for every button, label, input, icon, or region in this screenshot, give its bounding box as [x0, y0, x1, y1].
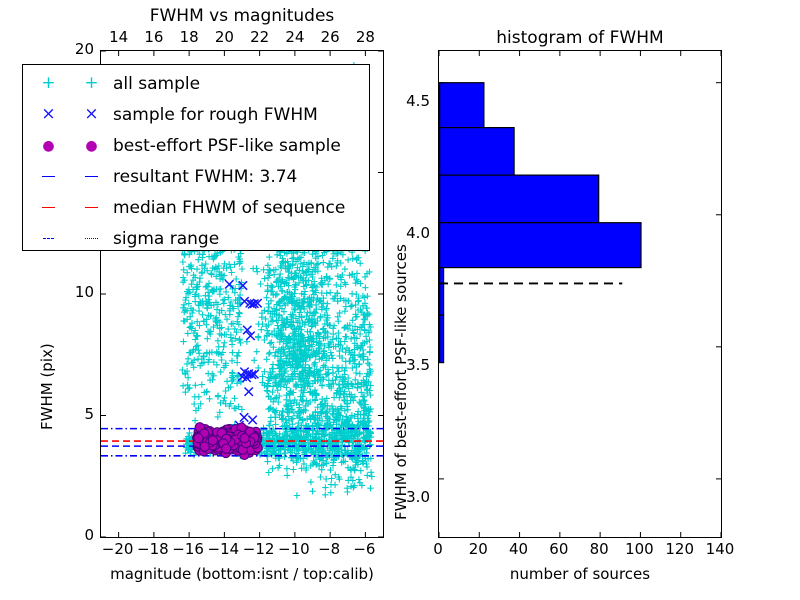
- right-y-tick-label: 3.5: [406, 355, 430, 374]
- right-x-tick-label: 100: [625, 540, 654, 558]
- left-top-tick-label: 26: [320, 28, 340, 46]
- histogram-bar: [439, 82, 485, 129]
- right-panel-x-tick-labels: 0 20 40 60 80 100 120 140: [420, 540, 740, 560]
- left-bottom-tick-label: −14: [207, 540, 240, 558]
- left-y-tick-label: 10: [74, 283, 94, 301]
- legend-item: × × sample for rough FWHM: [27, 99, 369, 130]
- left-top-tick-label: 24: [285, 28, 305, 46]
- legend-item: sigma range: [27, 223, 369, 254]
- legend-item: + + all sample: [27, 68, 369, 99]
- cross-marker-icon: ×: [84, 104, 99, 124]
- left-y-tick-label: 0: [84, 526, 94, 544]
- right-panel-xlabel: number of sources: [509, 565, 651, 583]
- legend: + + all sample × × sample for rough FWHM ● ● bes…: [22, 64, 370, 251]
- right-y-tick-label: 4.5: [406, 91, 430, 110]
- left-bottom-tick-label: −12: [242, 540, 275, 558]
- left-top-tick-label: 22: [250, 28, 270, 46]
- left-panel-xlabel: magnitude (bottom:isnt / top:calib): [110, 565, 374, 583]
- legend-item-label: sigma range: [113, 228, 220, 249]
- left-y-tick-label: 5: [84, 404, 94, 423]
- legend-item-label: best-effort PSF-like sample: [113, 135, 341, 156]
- right-x-tick-label: 20: [468, 540, 488, 558]
- left-bottom-tick-label: −6: [353, 540, 376, 558]
- right-x-tick-label: 120: [665, 540, 695, 558]
- left-top-tick-label: 20: [214, 28, 234, 46]
- right-y-tick-label: 4.0: [406, 223, 430, 242]
- right-x-tick-label: 80: [589, 540, 609, 558]
- legend-item: ● ● best-effort PSF-like sample: [27, 130, 369, 161]
- legend-item-label: sample for rough FWHM: [113, 104, 318, 125]
- legend-item-label: resultant FWHM: 3.74: [113, 166, 298, 187]
- right-y-tick-label: 3.0: [406, 487, 430, 506]
- right-panel-title: histogram of FWHM: [496, 28, 664, 48]
- left-y-tick-label: 20: [74, 40, 94, 58]
- histogram-bar: [439, 174, 600, 224]
- legend-item: resultant FWHM: 3.74: [27, 161, 369, 192]
- plus-marker-icon: +: [41, 73, 56, 93]
- histogram-bar: [439, 267, 445, 316]
- right-x-tick-label: 60: [549, 540, 569, 558]
- right-panel-y-tick-labels: 3.0 3.5 4.0 4.5: [398, 60, 434, 540]
- left-panel-title: FWHM vs magnitudes: [149, 6, 335, 26]
- left-bottom-tick-label: −10: [278, 540, 310, 558]
- plus-marker-icon: +: [84, 73, 99, 93]
- left-bottom-tick-label: −18: [137, 540, 169, 558]
- left-top-tick-label: 28: [355, 28, 375, 46]
- dashed-line-icon: [42, 176, 55, 177]
- circle-marker-icon: ●: [42, 137, 55, 154]
- left-bottom-tick-label: −8: [318, 540, 341, 558]
- histogram-bar: [439, 314, 445, 364]
- right-panel-ylabel: FWHM of best-effort PSF-like sources: [392, 244, 410, 520]
- right-x-tick-label: 40: [509, 540, 529, 558]
- circle-marker-icon: ●: [85, 137, 98, 154]
- histogram-bar: [439, 222, 642, 269]
- right-panel-plot-frame: [438, 50, 722, 538]
- cross-marker-icon: ×: [41, 104, 56, 124]
- left-bottom-tick-label: −16: [172, 540, 204, 558]
- left-bottom-tick-label: −20: [101, 540, 134, 558]
- right-x-tick-label: 140: [705, 540, 735, 558]
- dashdot-line-icon: [84, 238, 98, 239]
- dashed-line-icon: [42, 207, 55, 208]
- dashed-line-icon: [85, 207, 98, 208]
- left-top-tick-label: 18: [179, 28, 199, 46]
- scatter-plot-area: [101, 51, 383, 537]
- legend-item: median FHWM of sequence: [27, 192, 369, 223]
- left-top-tick-label: 16: [144, 28, 164, 46]
- histogram-bars: [439, 82, 642, 364]
- dashed-line-icon: [85, 176, 98, 177]
- histogram-plot-area: [439, 51, 721, 537]
- left-panel-top-tick-labels: 14 16 18 20 22 24 26 28: [100, 28, 384, 48]
- left-panel-x-tick-labels: −20 −18 −16 −14 −12 −10 −8 −6: [85, 540, 400, 560]
- legend-item-label: median FHWM of sequence: [113, 197, 346, 218]
- left-panel-y-tick-labels: 0 5 10 20: [60, 40, 98, 544]
- left-panel-plot-frame: [100, 50, 384, 538]
- legend-item-label: all sample: [113, 73, 201, 94]
- dashdot-line-icon: [42, 238, 54, 239]
- right-x-tick-label: 0: [433, 540, 443, 558]
- left-top-tick-label: 14: [109, 28, 129, 46]
- histogram-bar: [439, 126, 515, 176]
- left-panel-ylabel: FWHM (pix): [38, 343, 56, 430]
